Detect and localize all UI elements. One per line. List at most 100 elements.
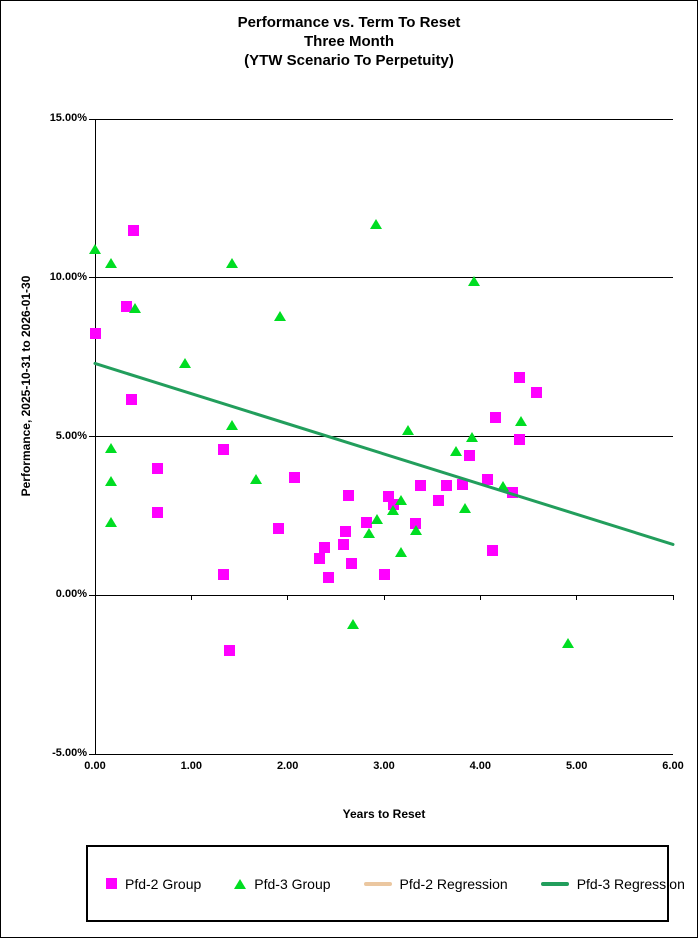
y-axis-tick xyxy=(89,118,95,120)
chart-title-line-2: Three Month xyxy=(304,33,394,50)
pfd-3-group-point xyxy=(225,420,238,431)
x-axis-tick xyxy=(287,595,289,601)
x-tick-label: 0.00 xyxy=(84,760,106,772)
pfd-3-group-point xyxy=(105,442,118,453)
pfd-3-group-point xyxy=(362,528,375,539)
pfd-3-group-point xyxy=(370,218,383,229)
pfd-2-group-point xyxy=(128,224,140,236)
pfd-3-group-point xyxy=(467,275,480,286)
pfd-2-group-point xyxy=(514,434,526,446)
pfd-2-group-point xyxy=(464,450,476,462)
legend-label: Pfd-3 Group xyxy=(254,875,331,892)
x-axis-title: Years to Reset xyxy=(342,807,426,821)
pfd-3-group-point xyxy=(465,431,478,442)
gridline-5.00 xyxy=(95,436,673,437)
legend-label: Pfd-3 Regression xyxy=(576,875,685,892)
chart-title: Performance vs. Term To Reset Three Mont… xyxy=(1,13,697,70)
x-tick-label: 3.00 xyxy=(373,760,395,772)
pfd-3-group-point xyxy=(402,425,415,436)
x-axis-tick xyxy=(383,595,385,601)
pfd-3-group-point xyxy=(497,480,510,491)
pfd-3-group-point xyxy=(347,618,360,629)
legend-item-pfd-3-regression: Pfd-3 Regression xyxy=(540,875,685,892)
y-axis-tick xyxy=(89,277,95,279)
plot-area xyxy=(89,118,675,755)
gridline-15.00 xyxy=(95,118,673,120)
legend-item-pfd-3-group: Pfd-3 Group xyxy=(234,875,331,892)
pfd-3-group-point xyxy=(105,258,118,269)
x-tick-label: 2.00 xyxy=(276,760,299,772)
pfd-2-group-point xyxy=(361,516,373,528)
y-tick-label: 10.00% xyxy=(49,270,87,283)
y-axis-tick xyxy=(89,753,95,755)
pfd-3-group-point xyxy=(450,445,463,456)
y-axis-tick xyxy=(89,594,95,596)
pfd-3-group-point xyxy=(561,637,574,648)
pfd-2-group-point xyxy=(217,443,229,455)
pfd-3-group-point xyxy=(105,517,118,528)
pfd-3-group-point xyxy=(129,302,142,313)
legend-box: Pfd-2 Group Pfd-3 Group Pfd-2 Regression Pf… xyxy=(86,845,685,922)
pfd-2-group-point xyxy=(318,542,330,554)
chart-title-line-1: Performance vs. Term To Reset xyxy=(237,14,461,31)
pfd-2-group-point xyxy=(514,372,526,384)
pfd-3-group-point xyxy=(395,495,408,505)
pfd-2-group-point xyxy=(383,491,395,503)
y-axis-tick xyxy=(89,436,95,437)
pfd-2-group-point xyxy=(217,569,229,581)
pfd-2-group-point xyxy=(342,489,354,501)
pfd-3-group-point xyxy=(409,525,422,536)
y-tick-label: 15.00% xyxy=(49,112,87,124)
pfd-2-group-point xyxy=(339,526,351,538)
legend-item-pfd-2-group: Pfd-2 Group xyxy=(106,876,201,892)
legend-item-pfd-2-regression: Pfd-2 Regression xyxy=(363,875,508,892)
pfd-2-group-point xyxy=(126,394,138,406)
chart-title-line-3: (YTW Scenario To Perpetuity) xyxy=(244,52,454,69)
x-axis-tick xyxy=(672,595,674,601)
pfd-2-group-point xyxy=(152,507,164,519)
pfd-2-group-point xyxy=(441,480,453,492)
pfd-2-group-point xyxy=(506,486,518,498)
pfd-2-group-point xyxy=(490,411,502,423)
y-tick-label: -5.00% xyxy=(52,747,87,759)
y-axis-title: Performance, 2025-10-31 to 2026-01-30 xyxy=(19,275,33,497)
legend-label: Pfd-2 Group xyxy=(125,875,202,892)
y-tick-label: 0.00% xyxy=(55,588,87,601)
pfd-3-group-legend-swatch xyxy=(234,878,247,889)
pfd-3-group-point xyxy=(89,244,101,255)
pfd-2-group-point xyxy=(121,300,133,312)
pfd-2-regression-legend-swatch xyxy=(363,881,392,886)
pfd-3-group-point xyxy=(225,258,238,269)
pfd-3-group-point xyxy=(273,310,286,321)
x-axis-tick xyxy=(479,595,481,601)
x-tick-label: 4.00 xyxy=(469,760,492,772)
pfd-2-group-point xyxy=(415,480,427,492)
pfd-2-group-point xyxy=(338,538,350,550)
pfd-2-group-point xyxy=(433,494,445,506)
pfd-2-group-point xyxy=(410,518,422,530)
pfd-2-group-point xyxy=(487,545,499,557)
gridline--5.00 xyxy=(95,753,673,755)
pfd-2-group-point xyxy=(89,327,101,339)
pfd-3-group-point xyxy=(105,475,118,486)
x-axis-tick xyxy=(576,595,578,601)
pfd-2-group-point xyxy=(152,462,164,474)
x-axis-tick xyxy=(190,595,192,601)
legend-label: Pfd-2 Regression xyxy=(399,875,508,892)
pfd-3-regression-line xyxy=(93,361,675,546)
pfd-2-group-point xyxy=(530,386,542,398)
pfd-3-group-point xyxy=(395,547,408,558)
x-tick-label: 1.00 xyxy=(180,760,203,772)
pfd-2-group-point xyxy=(378,569,390,581)
pfd-2-group-point xyxy=(345,558,357,569)
gridline-10.00 xyxy=(95,277,673,279)
y-tick-label: 5.00% xyxy=(55,429,87,442)
pfd-2-group-point xyxy=(457,478,469,490)
pfd-2-group-point xyxy=(288,472,300,484)
x-tick-label: 5.00 xyxy=(565,760,588,772)
pfd-3-group-point xyxy=(514,415,527,426)
pfd-2-group-point xyxy=(481,473,493,485)
pfd-2-group-legend-swatch xyxy=(106,878,117,889)
pfd-2-group-point xyxy=(322,572,334,584)
regression-lines-layer xyxy=(93,361,675,546)
